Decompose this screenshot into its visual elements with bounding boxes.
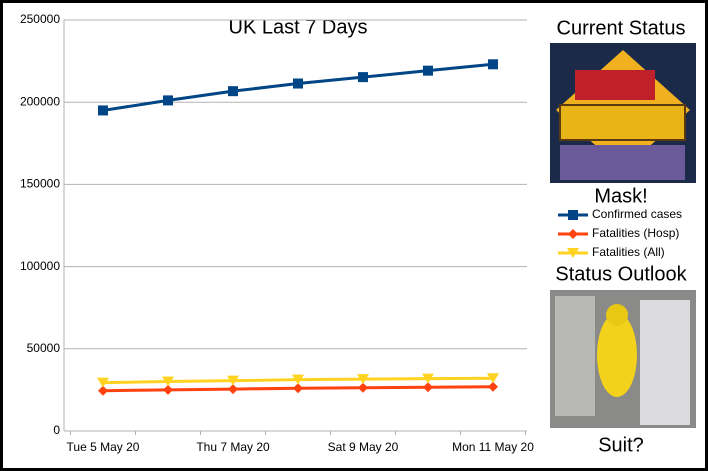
- marker: [568, 229, 578, 239]
- sidebar-heading: Current Status: [557, 17, 686, 39]
- x-tick-label: Tue 5 May 20: [67, 440, 140, 454]
- marker: [98, 105, 108, 116]
- marker: [488, 381, 498, 392]
- mask-image: [550, 43, 696, 183]
- marker: [293, 78, 303, 89]
- marker: [227, 375, 239, 386]
- caption: Suit?: [598, 434, 644, 456]
- sidebar-heading: Status Outlook: [555, 263, 687, 285]
- marker: [568, 210, 578, 220]
- marker: [567, 248, 579, 258]
- marker: [488, 59, 498, 70]
- y-tick-label: 150000: [20, 177, 60, 191]
- marker: [487, 373, 499, 384]
- marker: [163, 95, 173, 106]
- marker: [163, 384, 173, 395]
- marker: [162, 376, 174, 387]
- caption: Mask!: [594, 185, 647, 207]
- marker: [228, 86, 238, 97]
- marker: [358, 72, 368, 83]
- marker: [422, 373, 434, 384]
- y-tick-label: 0: [53, 423, 60, 437]
- y-tick-label: 200000: [20, 94, 60, 108]
- marker: [357, 374, 369, 385]
- marker: [423, 65, 433, 76]
- marker: [358, 382, 368, 393]
- legend-label: Fatalities (Hosp): [592, 226, 679, 240]
- x-tick-label: Thu 7 May 20: [196, 440, 270, 454]
- marker: [98, 385, 108, 396]
- marker: [97, 377, 109, 388]
- marker: [293, 383, 303, 394]
- legend-label: Confirmed cases: [592, 207, 682, 221]
- marker: [228, 384, 238, 395]
- x-tick-label: Mon 11 May 20: [452, 440, 534, 454]
- marker: [292, 374, 304, 385]
- y-tick-label: 50000: [27, 341, 61, 355]
- y-tick-label: 250000: [20, 12, 60, 26]
- suit-image: [550, 290, 696, 428]
- x-tick-label: Sat 9 May 20: [328, 440, 399, 454]
- legend-label: Fatalities (All): [592, 245, 665, 259]
- y-tick-label: 100000: [20, 259, 60, 273]
- marker: [423, 382, 433, 393]
- chart-title: UK Last 7 Days: [229, 16, 368, 38]
